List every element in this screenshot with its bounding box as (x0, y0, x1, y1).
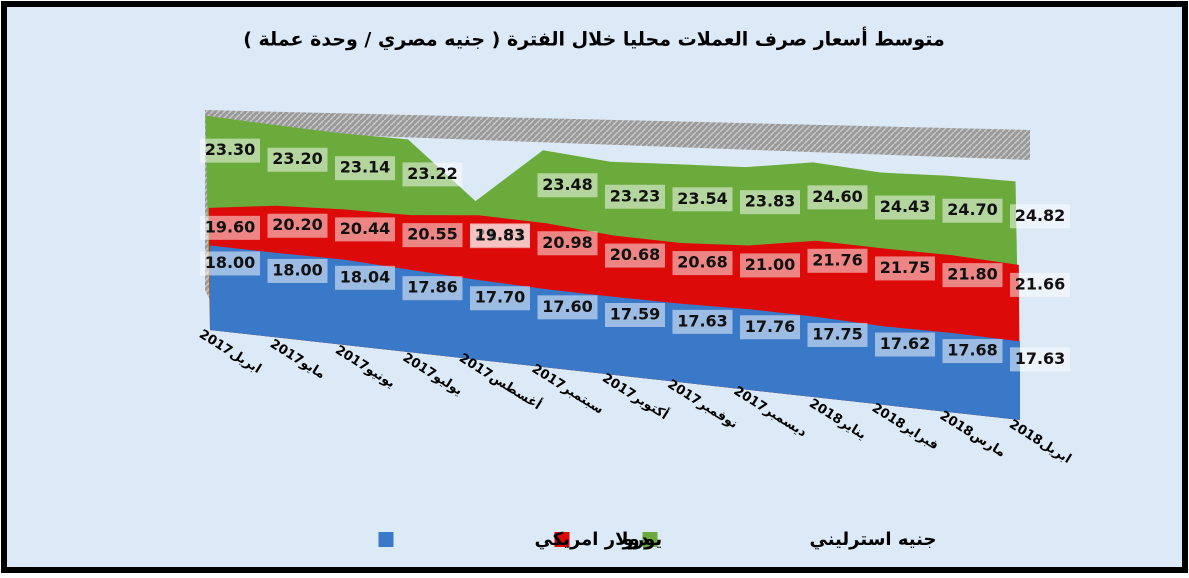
data-label-box (605, 184, 665, 209)
data-label-box (537, 231, 598, 256)
legend-label: دولار امريكي (535, 529, 649, 550)
data-label: 24.70 (947, 200, 998, 219)
data-label-box (470, 224, 530, 249)
back-wall (205, 110, 1030, 160)
data-label: 20.68 (677, 253, 728, 272)
data-label-box (672, 187, 733, 212)
legend-swatch (378, 532, 394, 547)
data-label-box (875, 195, 935, 220)
data-label: 24.60 (812, 187, 863, 206)
data-label: 23.23 (610, 186, 661, 205)
data-label: 23.48 (542, 175, 593, 194)
data-label: 17.63 (677, 311, 728, 330)
data-label-box (875, 256, 935, 281)
data-label: 21.00 (745, 255, 796, 274)
data-label-box (267, 258, 328, 283)
data-label: 17.86 (407, 278, 458, 297)
data-label-box (200, 251, 260, 276)
data-label: 23.22 (407, 164, 458, 183)
data-label-box (470, 286, 530, 311)
data-label: 17.59 (610, 305, 661, 324)
chart-title: متوسط أسعار صرف العملات محليا خلال الفتر… (243, 27, 945, 52)
data-label: 20.98 (542, 233, 593, 252)
data-label-box (740, 190, 800, 215)
data-label: 21.76 (812, 250, 863, 269)
data-label-box (402, 276, 463, 301)
data-label-box (335, 217, 395, 242)
data-label: 17.76 (745, 317, 796, 336)
data-label-box (942, 339, 1003, 364)
data-label-box (200, 138, 260, 163)
data-label-box (537, 295, 598, 320)
data-label-box (807, 248, 868, 273)
data-label-box (605, 243, 665, 268)
data-label-box (1010, 272, 1070, 297)
data-label-box (1010, 347, 1070, 372)
data-label: 18.04 (340, 267, 391, 286)
data-label: 20.68 (610, 245, 661, 264)
data-label: 23.30 (205, 140, 256, 159)
data-label: 23.14 (340, 158, 391, 177)
data-label-box (267, 147, 328, 172)
data-label-box (672, 309, 733, 334)
data-label-box (200, 215, 260, 240)
data-label: 21.80 (947, 265, 998, 284)
data-label: 23.54 (677, 189, 728, 208)
data-label-box (537, 173, 598, 198)
data-label: 24.43 (880, 197, 931, 216)
legend-label: يورو (622, 529, 663, 550)
data-label-box (942, 263, 1003, 288)
data-label-box (672, 251, 733, 276)
data-label: 19.60 (205, 217, 256, 236)
data-label-box (942, 198, 1003, 223)
data-label: 17.75 (812, 324, 863, 343)
data-label: 20.20 (272, 215, 323, 234)
data-label: 17.62 (880, 334, 931, 353)
data-label-box (402, 223, 463, 248)
data-label: 17.68 (947, 341, 998, 360)
data-label-box (740, 315, 800, 340)
data-label: 17.60 (542, 297, 593, 316)
data-label: 18.00 (205, 253, 256, 272)
data-label-box (335, 265, 395, 290)
data-label: 20.55 (407, 225, 458, 244)
data-label: 24.82 (1015, 206, 1066, 225)
data-label: 19.83 (475, 226, 526, 245)
data-label: 23.83 (745, 192, 796, 211)
legend-label: جنيه استرليني (810, 529, 937, 550)
data-label-box (807, 322, 868, 347)
legend-swatch (642, 532, 658, 547)
data-label-box (605, 303, 665, 327)
legend-swatch (554, 532, 570, 547)
data-label-box (402, 162, 463, 187)
data-label-box (807, 185, 868, 210)
data-label-box (267, 213, 328, 238)
data-label-box (875, 332, 935, 357)
data-label-box (1010, 204, 1070, 229)
data-label: 21.75 (880, 258, 931, 277)
data-label: 21.66 (1015, 274, 1066, 293)
data-label: 17.70 (475, 288, 526, 307)
data-label-box (740, 253, 800, 278)
data-label: 18.00 (272, 260, 323, 279)
data-label: 23.20 (272, 149, 323, 168)
data-label: 20.44 (340, 219, 391, 238)
data-label: 17.63 (1015, 349, 1066, 368)
data-label-box (335, 156, 395, 181)
